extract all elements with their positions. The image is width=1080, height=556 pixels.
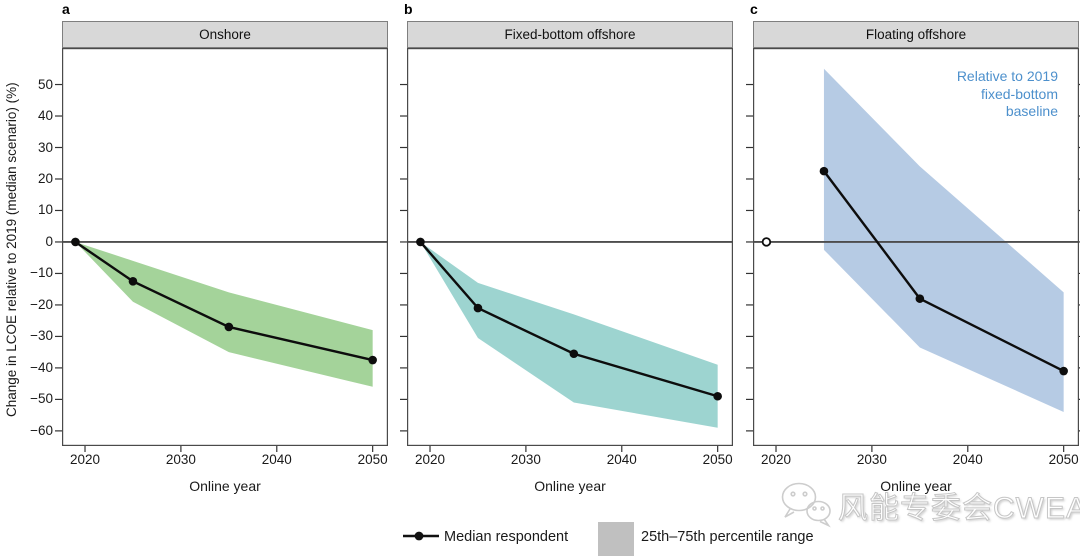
percentile-band [823,68,1064,412]
x-tick-label: 2020 [69,452,101,467]
y-tick-label: −60 [30,422,53,438]
y-tick-label: 0 [45,233,53,249]
median-point [473,303,483,313]
x-tick-label: 2040 [952,452,983,467]
median-point [1059,366,1068,376]
median-point [71,237,80,247]
plot-frame [407,48,733,446]
x-tick-label: 2050 [357,452,388,467]
panel-strip-onshore: Onshore [62,21,388,48]
x-tick-label: 2050 [702,452,733,467]
y-tick-label: 30 [37,139,53,155]
baseline-annotation: Relative to 2019 fixed-bottom baseline [957,68,1058,121]
median-point [915,294,925,303]
y-tick-label: −40 [30,359,53,375]
median-point [819,166,829,176]
legend-band-swatch [598,522,634,556]
legend-band-label: 25th–75th percentile range [641,529,814,545]
y-tick-label: −20 [30,296,53,312]
legend-median-dot-icon [414,531,424,541]
x-tick-label: 2040 [606,452,637,467]
baseline-annotation-line2: fixed-bottom [980,85,1058,102]
panel-letter-b: b [404,1,413,17]
panel-title-onshore: Onshore [199,27,251,42]
median-line [419,241,718,398]
panel-strip-floating: Floating offshore [753,21,1079,48]
x-tick-label: 2020 [414,452,446,467]
panel-title-fixed-bottom: Fixed-bottom offshore [504,27,636,42]
x-axis-title-c: Online year [880,478,952,494]
x-tick-label: 2030 [165,452,196,467]
median-point [224,322,234,332]
x-tick-label: 2050 [1048,452,1079,467]
panel-letter-a: a [62,1,70,17]
y-tick-label: 40 [37,108,53,123]
median-point [368,355,377,365]
x-tick-label: 2030 [856,452,887,467]
x-axis-title-b: Online year [534,478,606,494]
plot-frame [62,48,388,446]
median-line [74,240,373,362]
plot-floating-offshore [746,48,1080,452]
panel-title-floating: Floating offshore [865,27,967,42]
y-tick-label: 50 [37,76,53,92]
y-tick-label: 20 [37,170,53,186]
y-tick-label: −50 [30,391,53,407]
plot-fixed-bottom-offshore [400,48,733,452]
y-tick-label: 10 [37,202,53,218]
percentile-band [420,241,718,428]
legend-median-marker [403,531,439,541]
panel-letter-c: c [750,1,758,17]
x-axis-title-a: Online year [189,478,261,494]
baseline-annotation-line1: Relative to 2019 [956,68,1058,84]
legend-median-label: Median respondent [444,529,569,545]
baseline-open-circle-point [761,237,772,247]
plot-frame [753,48,1079,446]
x-tick-label: 2040 [261,452,292,467]
median-point [416,237,425,247]
median-point [128,277,138,286]
percentile-band [75,241,373,387]
median-point [713,391,722,401]
median-point [569,349,579,359]
y-tick-label: −10 [30,265,53,281]
x-tick-label: 2030 [510,452,541,467]
panel-strip-fixed-bottom: Fixed-bottom offshore [407,21,733,48]
baseline-annotation-line3: baseline [1005,103,1058,119]
y-tick-label: −30 [30,328,53,344]
plot-onshore [55,48,388,452]
x-tick-label: 2020 [760,452,792,467]
